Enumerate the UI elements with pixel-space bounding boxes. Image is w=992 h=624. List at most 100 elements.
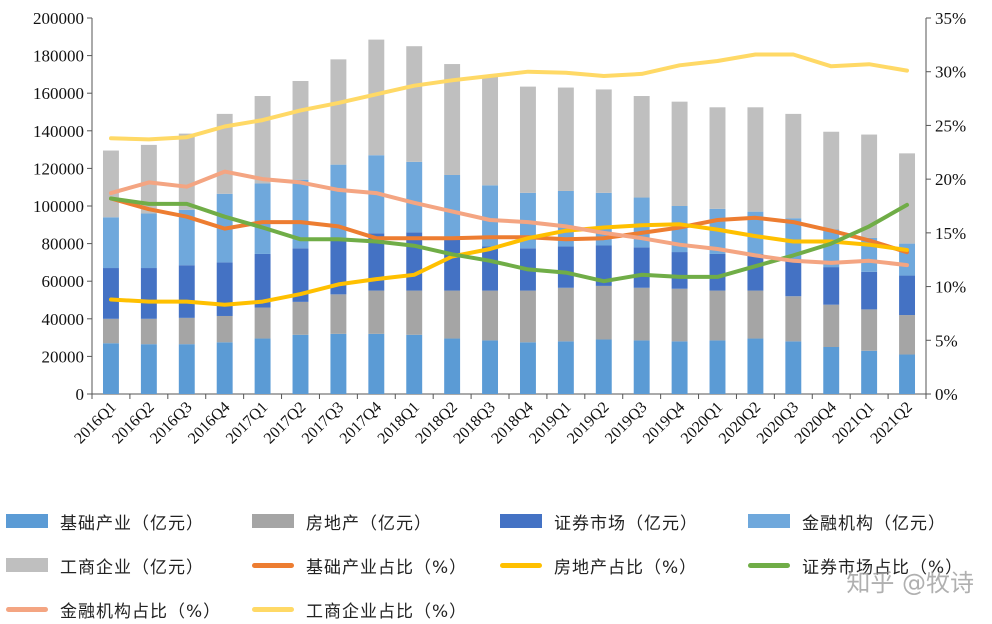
x-tick-label: 2020Q1 (678, 399, 726, 447)
line-series-5 (109, 52, 909, 142)
bar-4-2020Q3 (785, 218, 802, 259)
legend-item: 证券市场占比（%） (748, 550, 963, 580)
bar-4-2020Q4 (823, 229, 840, 268)
legend: 基础产业（亿元） 房地产（亿元） 证券市场（亿元） 金融机构（亿元） 工商企业（亿元） 基… (0, 506, 992, 624)
x-tick-label: 2016Q4 (185, 399, 233, 447)
bar-5-2017Q1 (254, 96, 271, 184)
left-y-tick-label: 140000 (33, 122, 84, 141)
legend-item: 金融机构（亿元） (748, 506, 946, 536)
left-y-tick-label: 80000 (42, 235, 85, 254)
bar-2-2016Q3 (178, 317, 195, 345)
legend-label: 证券市场占比（%） (802, 557, 964, 578)
bar-2-2020Q3 (785, 296, 802, 342)
bar-3-2017Q1 (254, 253, 271, 308)
bar-5-2019Q4 (671, 101, 688, 206)
share-lines (109, 52, 909, 307)
bar-5-2020Q1 (709, 107, 726, 209)
line-series-3 (109, 196, 909, 284)
bar-2-2017Q3 (330, 294, 347, 334)
bar-3-2021Q2 (899, 275, 916, 316)
legend-item: 基础产业（亿元） (6, 506, 204, 536)
legend-item: 工商企业占比（%） (252, 594, 467, 624)
x-tick-label: 2021Q2 (867, 399, 915, 447)
bar-5-2020Q4 (823, 131, 840, 230)
bar-2-2020Q4 (823, 304, 840, 347)
legend-item: 金融机构占比（%） (6, 594, 221, 624)
legend-item: 工商企业（亿元） (6, 550, 204, 580)
bar-3-2019Q4 (671, 252, 688, 289)
bar-2-2020Q1 (709, 290, 726, 341)
bar-5-2016Q1 (102, 150, 119, 218)
legend-swatch (252, 562, 294, 568)
left-y-tick-label: 160000 (33, 84, 84, 103)
x-tick-label: 2016Q2 (109, 399, 157, 447)
legend-swatch (6, 606, 48, 612)
bar-5-2019Q3 (633, 96, 650, 198)
legend-item: 房地产（亿元） (252, 506, 432, 536)
bar-3-2019Q1 (557, 246, 574, 288)
bar-1-2018Q2 (444, 338, 461, 394)
bar-1-2019Q3 (633, 340, 650, 394)
bar-4-2017Q1 (254, 183, 271, 254)
bar-5-2021Q2 (899, 153, 916, 244)
watermark: 知乎 @牧诗 (846, 569, 974, 597)
x-tick-label: 2020Q3 (754, 399, 802, 447)
bar-2-2016Q1 (102, 318, 119, 344)
legend-label: 工商企业占比（%） (306, 601, 468, 622)
bar-2-2017Q1 (254, 307, 271, 339)
bar-2-2016Q2 (140, 318, 157, 345)
bar-1-2016Q4 (216, 342, 233, 394)
bar-5-2018Q1 (406, 46, 423, 162)
bar-2-2019Q3 (633, 287, 650, 341)
bar-5-2016Q3 (178, 133, 195, 210)
bar-1-2019Q4 (671, 341, 688, 394)
bar-5-2020Q2 (747, 107, 764, 212)
bar-1-2016Q1 (102, 343, 119, 394)
x-tick-label: 2018Q4 (488, 399, 536, 447)
x-tick-label: 2018Q3 (450, 399, 498, 447)
legend-item: 证券市场（亿元） (500, 506, 698, 536)
bar-1-2017Q4 (368, 333, 385, 394)
bar-4-2016Q1 (102, 217, 119, 269)
bar-2-2018Q1 (406, 290, 423, 335)
left-y-tick-label: 40000 (42, 310, 85, 329)
left-y-tick-label: 180000 (33, 47, 84, 66)
bar-1-2016Q3 (178, 344, 195, 394)
bar-2-2016Q4 (216, 315, 233, 343)
legend-label: 基础产业占比（%） (306, 557, 468, 578)
bar-5-2019Q1 (557, 87, 574, 191)
bar-2-2021Q2 (899, 315, 916, 355)
x-tick-label: 2016Q3 (147, 399, 195, 447)
bar-1-2018Q4 (519, 342, 536, 394)
bar-5-2017Q4 (368, 39, 385, 156)
bar-4-2016Q2 (140, 213, 157, 269)
bar-1-2017Q3 (330, 333, 347, 394)
bar-3-2016Q4 (216, 262, 233, 316)
right-y-tick-label: 25% (935, 116, 966, 135)
bar-2-2019Q4 (671, 288, 688, 342)
legend-swatch (6, 558, 48, 572)
bar-3-2021Q1 (861, 271, 878, 310)
x-tick-label: 2019Q4 (640, 399, 688, 447)
x-tick-label: 2020Q2 (716, 399, 764, 447)
bar-1-2021Q1 (861, 350, 878, 394)
legend-swatch (252, 514, 294, 528)
bar-3-2016Q3 (178, 265, 195, 318)
bar-1-2018Q3 (482, 340, 499, 394)
bar-1-2017Q2 (292, 334, 309, 394)
left-y-tick-label: 0 (76, 385, 85, 404)
x-tick-label: 2019Q2 (564, 399, 612, 447)
bar-1-2020Q3 (785, 341, 802, 394)
x-tick-labels: 2016Q12016Q22016Q32016Q42017Q12017Q22017… (71, 399, 916, 447)
bar-4-2018Q3 (482, 185, 499, 247)
legend-label: 房地产（亿元） (306, 513, 432, 534)
bar-2-2019Q2 (595, 285, 612, 340)
x-tick-label: 2020Q4 (792, 399, 840, 447)
bar-3-2016Q2 (140, 268, 157, 319)
bar-2-2017Q4 (368, 290, 385, 334)
x-tick-label: 2016Q1 (71, 399, 119, 447)
bar-5-2021Q1 (861, 134, 878, 238)
right-y-tick-label: 5% (935, 331, 958, 350)
legend-item: 基础产业占比（%） (252, 550, 467, 580)
bar-1-2021Q2 (899, 354, 916, 394)
